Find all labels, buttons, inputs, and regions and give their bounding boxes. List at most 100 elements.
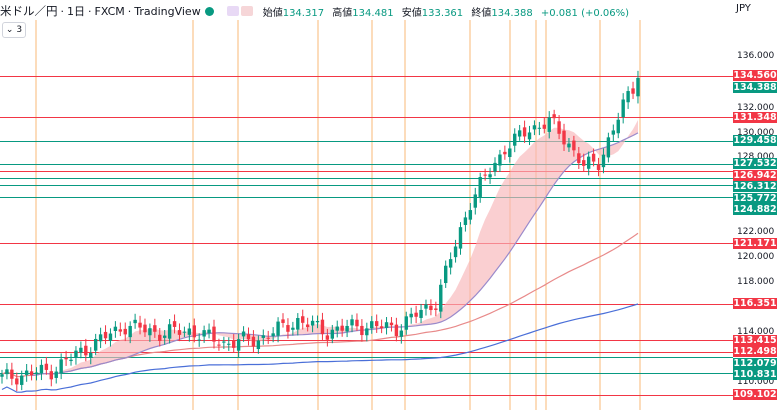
axis-tick-label: 120.000 [737, 252, 775, 262]
candle [483, 168, 487, 181]
candle [384, 317, 389, 335]
candle [542, 117, 546, 134]
candle [276, 317, 280, 343]
timeframe[interactable]: 1日 [67, 5, 85, 18]
candle-body [29, 371, 34, 376]
candle [340, 318, 344, 337]
candle-body [44, 363, 49, 370]
candle-body [246, 334, 251, 340]
candle-body [330, 329, 335, 339]
axis-tick-label: 128.000 [737, 152, 775, 162]
candle-body [340, 325, 344, 331]
candle-body [241, 331, 246, 337]
price-label: 112.498 [733, 346, 777, 358]
candle [108, 328, 113, 347]
candle-body [177, 330, 182, 335]
candle-body [143, 324, 147, 333]
platform: TradingView [134, 4, 201, 18]
candle-body [217, 344, 221, 346]
candle-body [291, 327, 295, 330]
separator: · [88, 4, 92, 18]
candle [458, 222, 463, 255]
candle [5, 363, 9, 380]
candle-body [444, 265, 448, 284]
indicator-collapse-button[interactable]: ⌄ 3 [2, 22, 26, 38]
candle [128, 321, 132, 344]
candle-body [508, 148, 512, 158]
candle [503, 145, 507, 160]
market-status-dot [204, 6, 214, 16]
candle [49, 364, 53, 387]
candle-body [360, 325, 364, 336]
price-label: 113.415 [733, 334, 777, 346]
candle [478, 172, 482, 203]
symbol-name[interactable]: 米ドル／円 [0, 4, 58, 18]
candle-body [148, 328, 152, 336]
candle-body [123, 328, 127, 335]
candle-body [236, 339, 241, 351]
candle [394, 317, 399, 342]
candle [379, 319, 384, 334]
candle [54, 366, 58, 384]
chart-header: 米ドル／円 · 1日 · FXCM · TradingView 始値134.31… [0, 3, 629, 19]
currency-label[interactable]: JPY [736, 3, 751, 14]
price-label: 126.312 [733, 181, 777, 193]
price-label: 134.388 [733, 81, 777, 93]
candle [0, 369, 4, 384]
high-label: 高値 [332, 7, 353, 19]
candle-body [552, 114, 556, 119]
candle-body [222, 341, 226, 343]
candle-body [626, 91, 630, 103]
candle-body [517, 130, 522, 137]
candle-body [113, 326, 118, 331]
candle [586, 151, 591, 176]
separator: · [127, 4, 132, 18]
candle [148, 323, 152, 342]
candle [350, 314, 354, 333]
candle-body [69, 359, 73, 362]
candle-body [601, 154, 606, 168]
candle [596, 157, 601, 177]
candle [241, 326, 246, 342]
candle-body [207, 329, 211, 334]
candle-body [468, 210, 473, 220]
candle [631, 81, 635, 99]
candle-body [532, 125, 537, 130]
candle-body [93, 338, 98, 351]
candle-body [374, 321, 379, 327]
candle [360, 319, 364, 342]
candle-body [522, 127, 527, 137]
candle [89, 347, 93, 365]
candle-body [281, 319, 285, 323]
candle-body [227, 343, 231, 345]
candle-body [49, 371, 53, 380]
indicator-toggles[interactable] [226, 6, 261, 16]
candle [143, 318, 147, 337]
candle-body [453, 246, 458, 258]
candle-body [320, 319, 325, 335]
indicator-count: 3 [16, 25, 23, 35]
eye-icon[interactable] [226, 6, 239, 16]
candle [601, 148, 606, 174]
approx-icon[interactable] [240, 6, 253, 16]
candle [69, 353, 73, 366]
candle-body [261, 335, 265, 338]
candle [399, 324, 404, 344]
candle [493, 157, 497, 177]
candle-body [448, 259, 453, 268]
candle-body [409, 313, 413, 318]
candle-body [153, 325, 157, 332]
ohlc-readout: 始値134.317 高値134.481 安値133.361 終値134.388 … [263, 4, 629, 19]
candle-body [636, 77, 640, 97]
candle-body [128, 325, 132, 338]
high-value: 134.481 [352, 7, 394, 19]
price-label: 131.348 [733, 111, 777, 123]
candle [537, 121, 542, 136]
candle-body [271, 333, 275, 337]
candle [498, 149, 502, 173]
candle [162, 329, 167, 345]
candle [118, 322, 123, 337]
candle-body [394, 324, 399, 337]
candle-body [286, 325, 290, 332]
